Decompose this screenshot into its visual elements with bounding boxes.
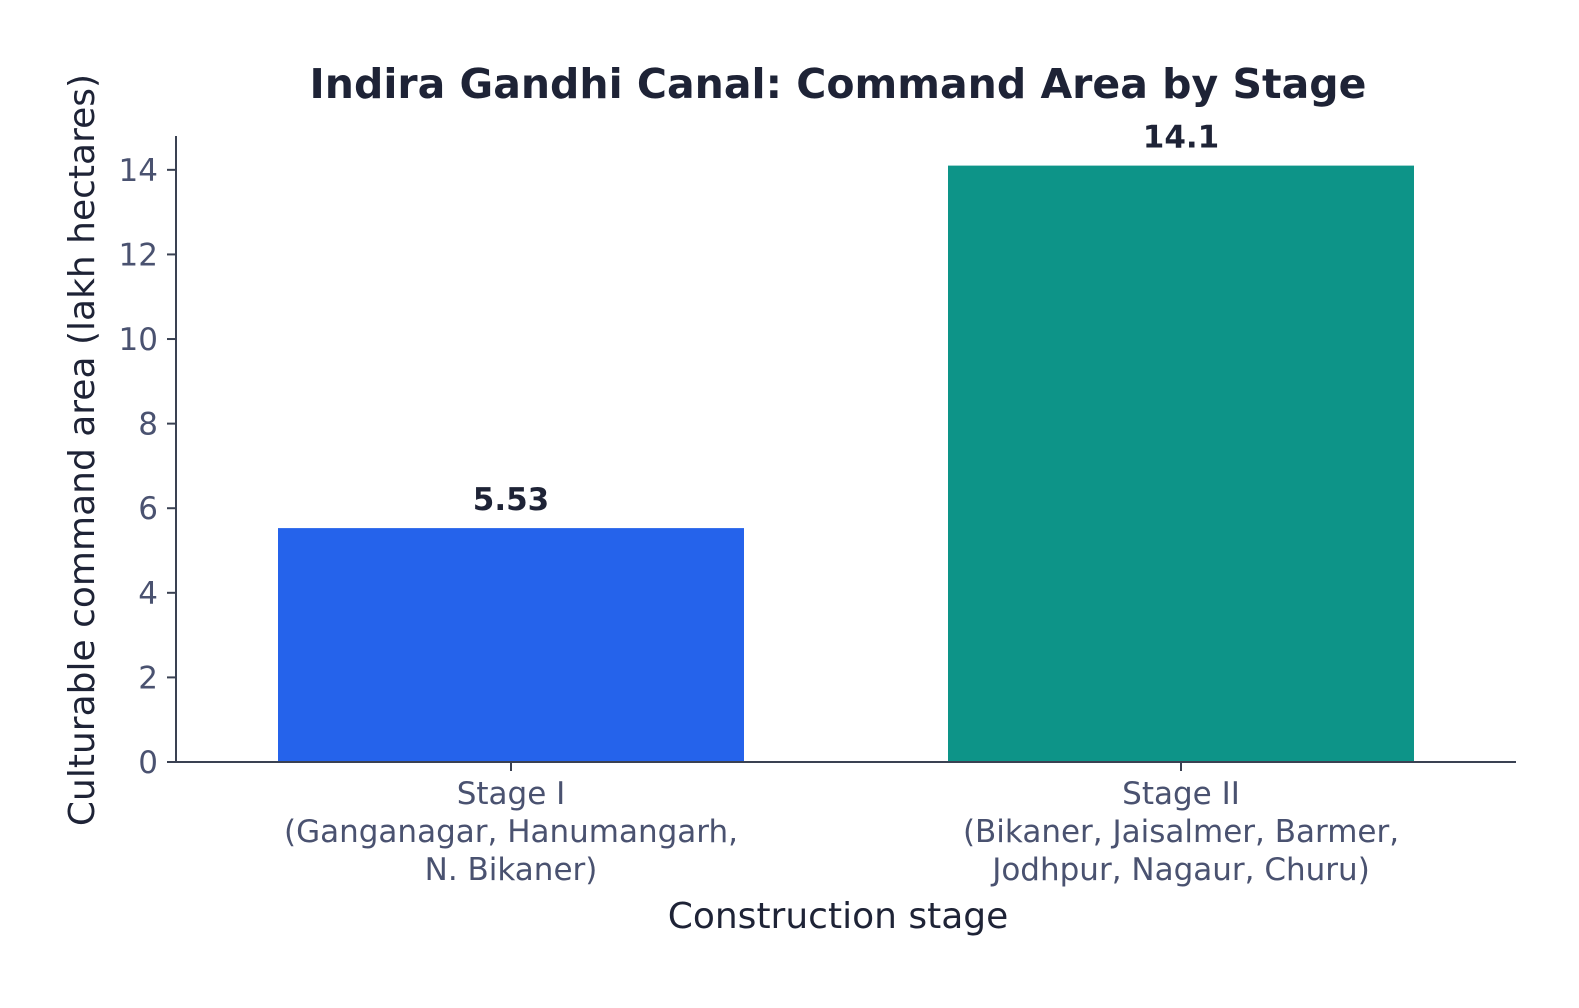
bar (948, 165, 1414, 763)
y-tick-label: 14 (119, 153, 158, 189)
x-axis-label: Construction stage (668, 896, 1009, 937)
y-tick-label: 0 (138, 745, 158, 781)
x-tick-label: (Ganganagar, Hanumangarh, (284, 814, 738, 850)
y-tick-label: 2 (138, 660, 158, 696)
bar-value-label: 14.1 (1143, 120, 1220, 156)
y-axis-label: Culturable command area (lakh hectares) (62, 74, 103, 826)
chart-title: Indira Gandhi Canal: Command Area by Sta… (310, 60, 1367, 108)
bars-layer: 5.53 14.1 (278, 120, 1414, 763)
y-tick-label: 4 (138, 576, 158, 612)
y-tick-label: 8 (138, 407, 158, 443)
x-tick-label: Stage I (457, 776, 566, 812)
bar-value-label: 5.53 (473, 482, 550, 518)
x-ticks: Stage I(Ganganagar, Hanumangarh,N. Bikan… (284, 762, 1399, 888)
y-tick-label: 12 (119, 237, 158, 273)
x-tick-label: Jodhpur, Nagaur, Churu) (990, 852, 1370, 888)
x-tick-label: N. Bikaner) (425, 852, 598, 888)
x-tick-label: Stage II (1122, 776, 1240, 812)
y-tick-label: 10 (119, 322, 158, 358)
y-tick-label: 6 (138, 491, 158, 527)
y-ticks: 0 2 4 6 8 10 12 14 (119, 153, 176, 781)
x-tick-label: (Bikaner, Jaisalmer, Barmer, (963, 814, 1399, 850)
bar (278, 528, 744, 762)
